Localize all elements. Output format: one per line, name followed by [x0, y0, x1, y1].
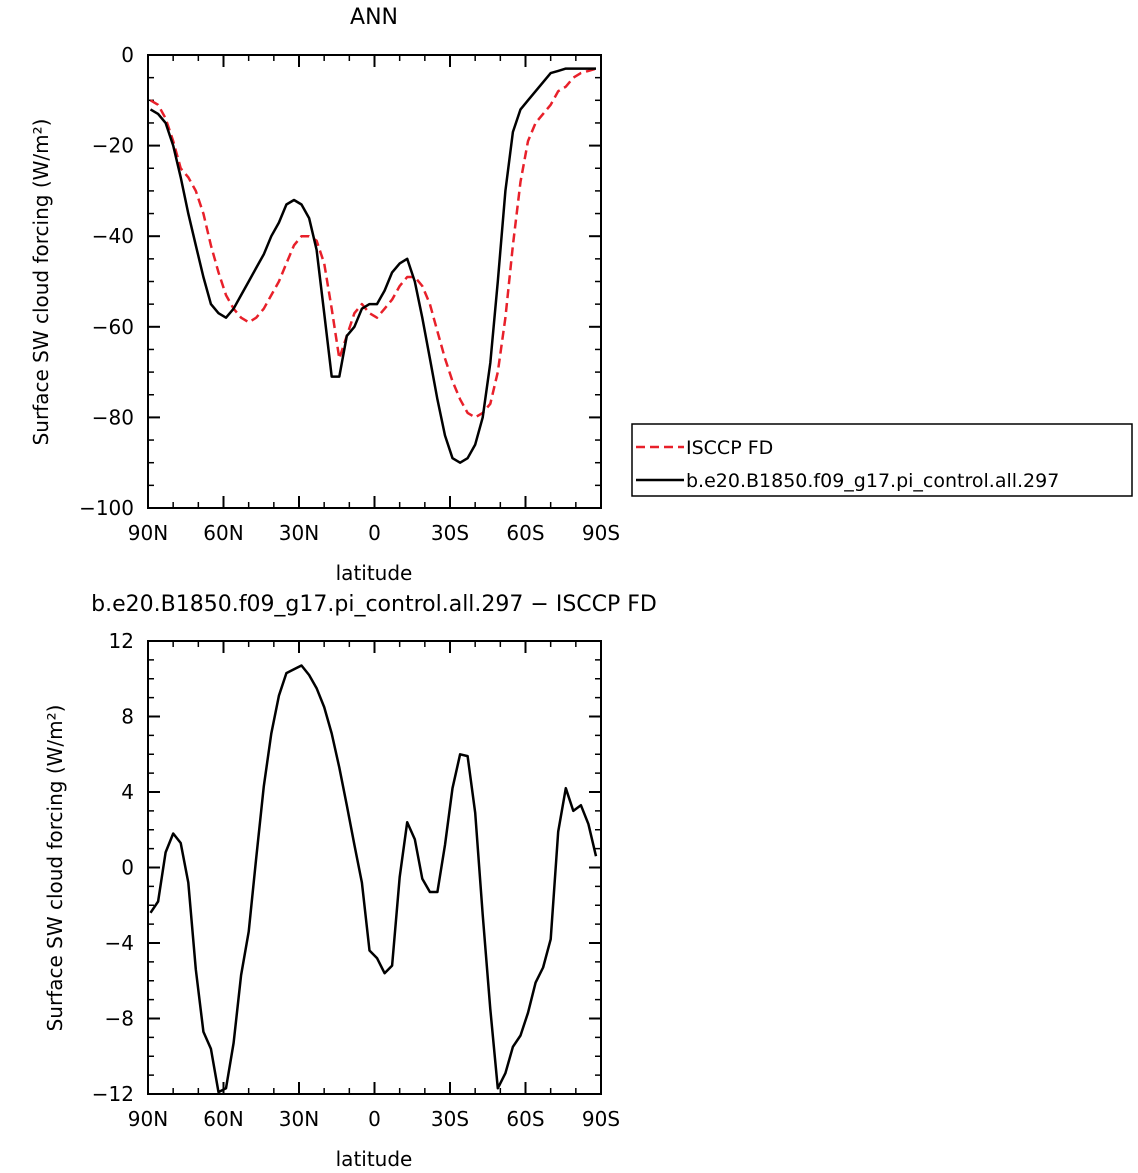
top-x-tick-label: 30N: [279, 521, 319, 545]
top-y-tick-label: −100: [79, 496, 134, 520]
bottom-chart-title: b.e20.B1850.f09_g17.pi_control.all.297 −…: [91, 592, 657, 617]
bottom-x-tick-label: 60N: [203, 1107, 243, 1131]
top-y-tick-label: −60: [92, 315, 134, 339]
bottom-x-tick-label: 30S: [431, 1107, 469, 1131]
top-axis-ticks: 90N 60N 30N 0 30S 60S 90S 0 −20 −40 −60 −80 −100: [79, 43, 620, 545]
top-plot-frame: [147, 54, 602, 509]
bottom-x-tick-label: 60S: [506, 1107, 544, 1131]
bottom-y-tick-label: 4: [121, 780, 134, 804]
bottom-plot-area: [149, 664, 598, 1094]
bottom-y-tick-label: 8: [121, 705, 134, 729]
bottom-y-tick-label: −8: [105, 1007, 134, 1031]
top-y-tick-label: 0: [121, 43, 134, 67]
top-chart-title: ANN: [350, 5, 398, 30]
bottom-x-tick-label: 90N: [128, 1107, 168, 1131]
bottom-plot-frame: [147, 640, 602, 1095]
legend: ISCCP FD b.e20.B1850.f09_g17.pi_control.…: [631, 423, 1133, 497]
top-x-tick-label: 30S: [431, 521, 469, 545]
top-x-tick-label: 60N: [203, 521, 243, 545]
top-x-tick-label: 0: [368, 521, 381, 545]
top-plot-area: [149, 67, 597, 464]
top-series-line-1: [149, 67, 596, 464]
legend-label-isccp: ISCCP FD: [686, 437, 773, 459]
bottom-x-axis-label: latitude: [336, 1147, 413, 1171]
bottom-y-tick-label: −4: [105, 931, 134, 955]
top-panel: ANN Surface SW cloud forcing (W/m²) lati…: [29, 5, 620, 585]
bottom-series-line-0: [149, 664, 598, 1094]
bottom-axis-ticks: 90N 60N 30N 0 30S 60S 90S 12 8 4 0 −4 −8 −12: [92, 629, 620, 1131]
bottom-y-tick-label: 12: [109, 629, 134, 653]
top-x-axis-label: latitude: [336, 561, 413, 585]
bottom-x-tick-label: 0: [368, 1107, 381, 1131]
top-y-tick-label: −80: [92, 405, 134, 429]
bottom-y-tick-label: 0: [121, 856, 134, 880]
top-x-tick-label: 90N: [128, 521, 168, 545]
bottom-y-axis-label: Surface SW cloud forcing (W/m²): [43, 705, 67, 1032]
legend-box: [631, 423, 1133, 497]
top-series-line-0: [149, 67, 597, 419]
bottom-panel: b.e20.B1850.f09_g17.pi_control.all.297 −…: [43, 592, 657, 1171]
bottom-y-tick-label: −12: [92, 1082, 134, 1106]
top-x-tick-label: 90S: [582, 521, 620, 545]
top-y-axis-label: Surface SW cloud forcing (W/m²): [29, 119, 53, 446]
bottom-x-tick-label: 90S: [582, 1107, 620, 1131]
top-x-tick-label: 60S: [506, 521, 544, 545]
bottom-x-tick-label: 30N: [279, 1107, 319, 1131]
top-y-tick-label: −20: [92, 134, 134, 158]
legend-label-model: b.e20.B1850.f09_g17.pi_control.all.297: [686, 470, 1059, 492]
top-y-tick-label: −40: [92, 224, 134, 248]
